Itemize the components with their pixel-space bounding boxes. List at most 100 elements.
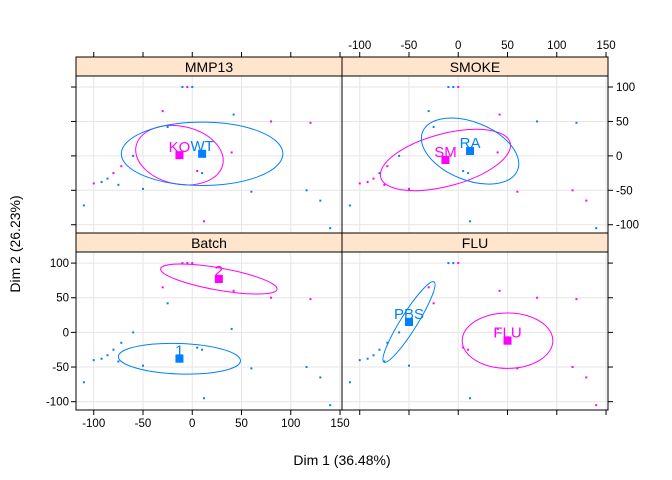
- data-point: [232, 113, 235, 116]
- panel-border-smoke: [341, 75, 609, 234]
- data-point: [575, 298, 578, 301]
- data-point: [112, 348, 115, 351]
- group-center-2: [214, 275, 223, 284]
- group-center-ko: [175, 151, 184, 160]
- data-point: [181, 262, 184, 265]
- data-point: [398, 331, 401, 334]
- data-point: [571, 189, 574, 192]
- confidence-ellipse-sm: [379, 128, 512, 192]
- group-center-sm: [441, 156, 450, 165]
- y-tick-label: 100: [616, 82, 635, 94]
- data-point: [386, 165, 389, 168]
- data-point: [120, 165, 123, 168]
- data-point: [407, 187, 410, 190]
- x-tick-label: 100: [547, 40, 566, 52]
- data-point: [106, 177, 109, 180]
- axes-layer: -100 -50 0 50 100 150-100 -50 0 50 100 150-100-500…: [46, 40, 639, 430]
- data-point: [92, 359, 95, 362]
- data-point: [82, 204, 85, 207]
- data-point: [348, 381, 351, 384]
- data-point: [309, 298, 312, 301]
- strip-title-batch: Batch: [191, 235, 227, 251]
- data-point: [230, 327, 233, 330]
- data-point: [191, 262, 194, 265]
- data-point: [186, 86, 189, 89]
- group-label-2: 2: [215, 263, 223, 280]
- data-point: [378, 348, 381, 351]
- data-point: [452, 262, 455, 265]
- group-label-flu: FLU: [493, 325, 521, 342]
- data-point: [329, 227, 332, 230]
- data-point: [141, 364, 144, 367]
- data-point: [230, 151, 233, 154]
- x-tick-label: -50: [135, 418, 152, 430]
- data-point: [595, 404, 598, 407]
- data-point: [498, 289, 501, 292]
- data-point: [100, 181, 103, 184]
- confidence-ellipse-flu: [461, 312, 554, 369]
- data-point: [496, 151, 499, 154]
- strip-title-smoke: SMOKE: [450, 59, 501, 75]
- data-point: [536, 120, 539, 123]
- panel-border-flu: [341, 251, 609, 411]
- data-point: [203, 220, 206, 223]
- data-point: [112, 172, 115, 175]
- data-point: [120, 341, 123, 344]
- y-tick-label: 0: [63, 327, 69, 339]
- data-point: [427, 286, 430, 289]
- group-center-flu: [503, 336, 512, 345]
- data-point: [250, 190, 253, 193]
- y-tick-label: 100: [50, 258, 69, 270]
- y-tick-label: 50: [616, 116, 629, 128]
- panel-flu: FLU PBS FLU: [341, 232, 609, 411]
- data-point: [141, 187, 144, 190]
- data-point: [305, 189, 308, 192]
- data-point: [270, 296, 273, 299]
- data-point: [196, 346, 199, 349]
- data-point: [585, 199, 588, 202]
- data-point: [201, 348, 204, 351]
- data-point: [358, 359, 361, 362]
- data-point: [358, 182, 361, 185]
- data-point: [372, 354, 375, 357]
- data-point: [469, 220, 472, 223]
- confidence-ellipse-ra: [420, 117, 520, 185]
- y-tick-label: 0: [616, 151, 622, 163]
- data-point: [595, 227, 598, 230]
- data-point: [372, 177, 375, 180]
- data-point: [132, 331, 135, 334]
- data-point: [462, 170, 465, 173]
- data-point: [452, 86, 455, 89]
- data-point: [366, 181, 369, 184]
- group-label-ra: RA: [460, 135, 481, 152]
- data-point: [575, 121, 578, 124]
- panel-plot-area-flu: PBS FLU: [348, 262, 598, 407]
- x-tick-label: 0: [189, 418, 195, 430]
- panel-plot-area-mmp13: KO WT: [82, 86, 332, 230]
- confidence-ellipse-pbs: [382, 281, 436, 363]
- data-point: [447, 86, 450, 89]
- data-point: [181, 86, 184, 89]
- group-center-wt: [198, 149, 207, 158]
- data-point: [447, 262, 450, 265]
- data-point: [117, 360, 120, 363]
- data-point: [378, 172, 381, 175]
- panel-mmp13: MMP13 KO WT: [75, 56, 343, 234]
- data-point: [82, 381, 85, 384]
- data-point: [319, 376, 322, 379]
- data-point: [166, 125, 169, 128]
- y-axis-label: Dim 2 (26.23%): [7, 195, 23, 292]
- y-tick-label: -50: [616, 185, 633, 197]
- data-point: [383, 183, 386, 186]
- x-tick-label: 50: [235, 418, 248, 430]
- confidence-ellipse-1: [117, 342, 241, 375]
- strip-title-flu: FLU: [462, 235, 488, 251]
- data-point: [536, 296, 539, 299]
- x-tick-label: -100: [82, 418, 105, 430]
- confidence-ellipse-2: [160, 263, 278, 295]
- x-tick-label: -100: [348, 40, 371, 52]
- data-point: [498, 113, 501, 116]
- data-point: [250, 367, 253, 370]
